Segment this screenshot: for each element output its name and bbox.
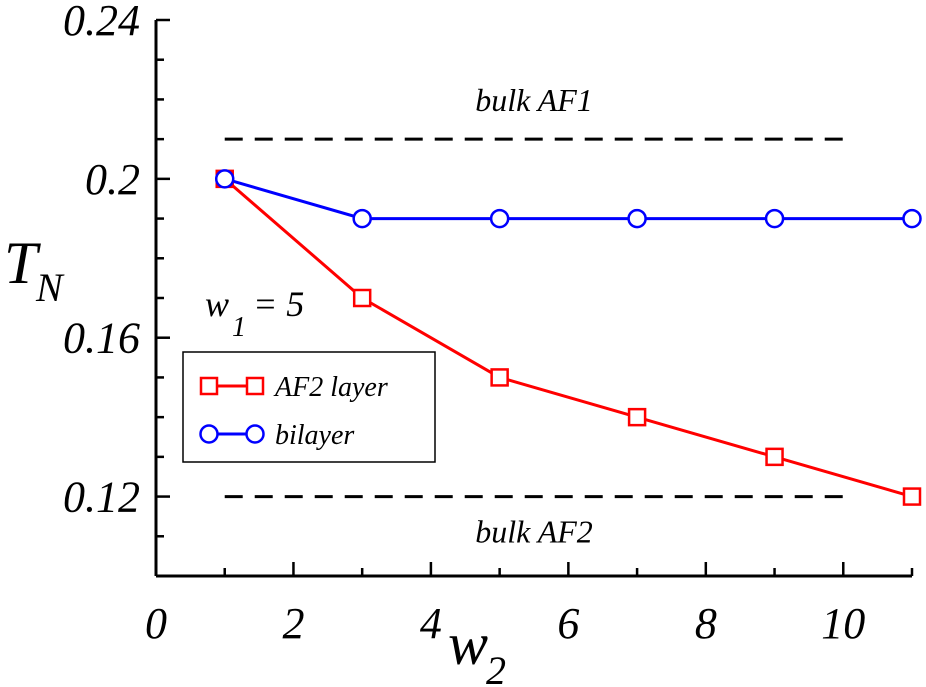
reference-line-label: bulk AF2 (475, 514, 593, 550)
circle-point (764, 208, 785, 229)
series-line-0 (223, 177, 913, 499)
y-axis-title: T (4, 230, 41, 296)
reference-lines (224, 137, 844, 499)
circle-point (627, 208, 647, 229)
legend: AF2 layer bilayer (182, 351, 436, 463)
circle-point (902, 208, 922, 229)
y-axis-title-subscript: N (35, 265, 65, 310)
legend-label: AF2 layer (273, 372, 388, 403)
y-tick-label: 0.16 (63, 314, 140, 363)
circle-point (214, 169, 235, 189)
legend-box (182, 351, 436, 463)
square-point (902, 487, 922, 506)
x-axis-title-subscript: 2 (486, 648, 506, 687)
legend-marker (199, 424, 219, 444)
x-tick-label: 6 (557, 599, 579, 648)
annotation-subscript: 1 (232, 312, 246, 343)
x-tick-label: 10 (821, 599, 865, 648)
legend-marker (245, 376, 265, 396)
square-point (352, 288, 372, 308)
y-tick-label: 0.2 (85, 155, 140, 204)
annotation-rest: = 5 (244, 284, 304, 324)
reference-line-label: bulk AF1 (475, 82, 593, 118)
legend-marker (245, 424, 265, 444)
x-tick-label: 0 (145, 599, 167, 648)
square-point (765, 447, 784, 467)
legend-label: bilayer (275, 420, 354, 451)
x-tick-label: 8 (695, 599, 717, 648)
circle-point (352, 208, 372, 229)
x-tick-label: 4 (420, 599, 442, 648)
y-tick-label: 0.24 (63, 0, 140, 45)
annotation-text: w (205, 284, 229, 324)
series-line-1 (224, 177, 912, 221)
square-point (627, 407, 647, 427)
ticks (154, 18, 914, 578)
x-tick-label: 2 (282, 599, 304, 648)
y-tick-label: 0.12 (63, 473, 140, 522)
legend-marker (199, 376, 219, 396)
x-axis-title: w (448, 611, 488, 677)
series (214, 169, 922, 506)
circle-point (489, 208, 510, 229)
square-point (490, 368, 509, 387)
